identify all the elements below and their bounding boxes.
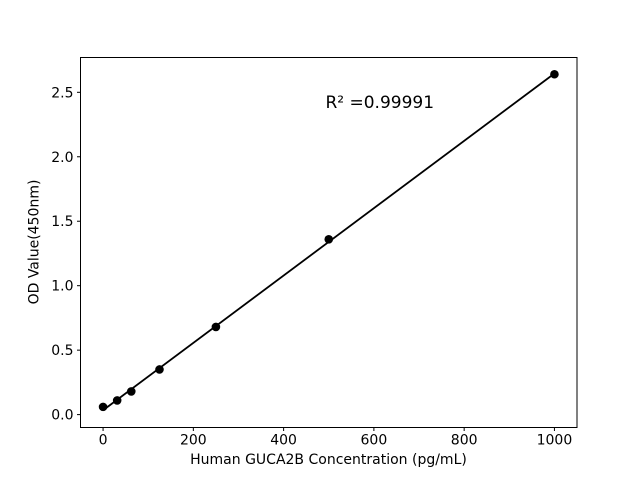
y-tick-label: 0.5 <box>51 343 73 359</box>
y-axis-label: OD Value(450nm) <box>26 179 43 305</box>
x-axis-label: Human GUCA2B Concentration (pg/mL) <box>190 452 467 468</box>
data-point <box>112 396 122 405</box>
x-tick-label: 600 <box>361 433 388 449</box>
y-tick-label: 2.0 <box>51 150 73 166</box>
x-tick-label: 1000 <box>537 433 573 449</box>
data-point <box>324 234 334 244</box>
x-tick-label: 0 <box>99 433 108 449</box>
y-tick-label: 1.5 <box>51 214 73 230</box>
data-point <box>98 402 108 412</box>
plot-border <box>80 57 578 428</box>
data-point <box>155 365 164 374</box>
r-squared-annotation: R² =0.99991 <box>325 92 435 113</box>
data-point <box>126 387 136 396</box>
x-tick-label: 400 <box>270 433 297 449</box>
y-tick-label: 2.5 <box>51 85 73 101</box>
x-tick-label: 200 <box>180 433 207 449</box>
x-tick-label: 800 <box>451 433 478 449</box>
y-tick-label: 0.0 <box>51 408 73 424</box>
data-point <box>211 322 221 332</box>
y-tick-label: 1.0 <box>51 279 73 295</box>
data-point <box>550 69 559 79</box>
